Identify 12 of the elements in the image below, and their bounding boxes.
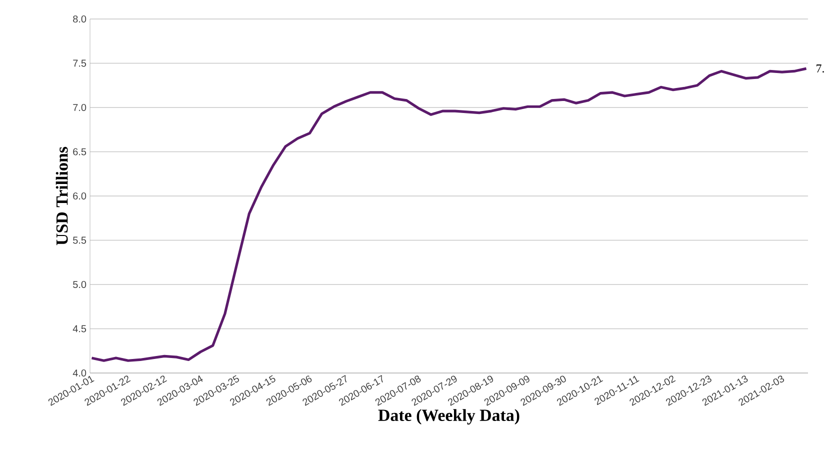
y-tick-label: 5.5 — [73, 236, 86, 244]
y-tick-label: 4.0 — [72, 369, 86, 377]
annotation: 7. — [816, 64, 824, 73]
y-tick-label: 8.0 — [73, 15, 86, 23]
y-tick-label: 6.0 — [73, 192, 86, 200]
y-tick-label: 4.5 — [72, 325, 86, 332]
y-tick-label: 7.0 — [73, 104, 86, 112]
y-tick-label: 6.5 — [73, 148, 86, 156]
y-axis-title: USD Trillions — [56, 146, 68, 246]
y-tick-label: 5.0 — [73, 280, 86, 288]
x-axis-title: Date (Weekly Data) — [378, 409, 520, 425]
y-tick-label: 7.5 — [73, 60, 86, 67]
